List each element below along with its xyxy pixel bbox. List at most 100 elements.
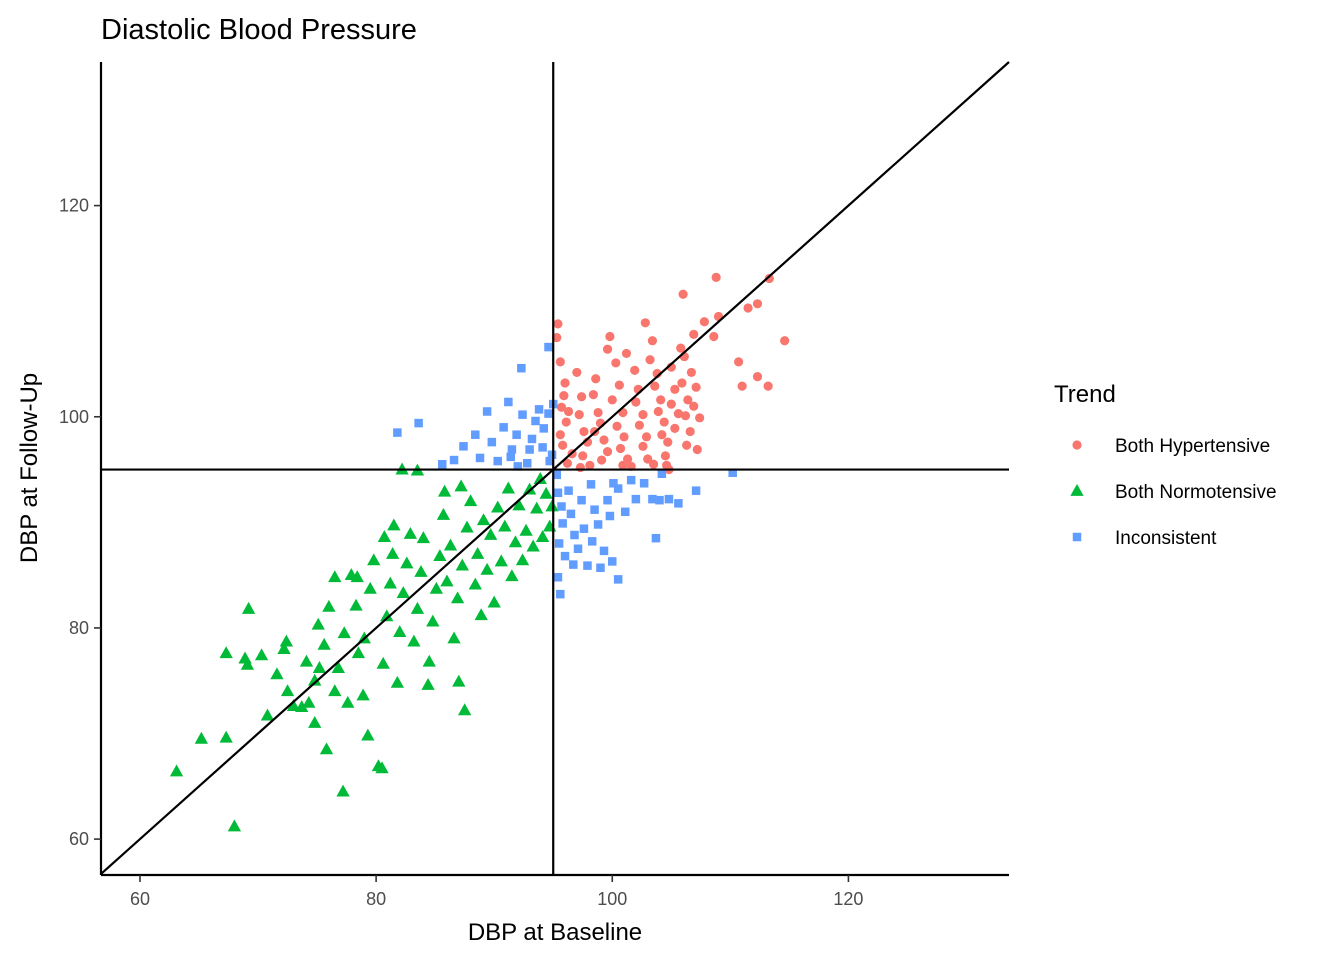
legend-label: Inconsistent [1115,528,1217,549]
data-point [506,452,515,462]
data-point [656,395,666,405]
data-point [286,699,301,711]
data-point [349,598,363,611]
data-point [608,557,617,566]
data-point [336,784,350,797]
data-point [728,468,737,477]
data-point [648,459,659,469]
legend-entry: Both Hypertensive [1072,436,1270,457]
data-point [483,528,498,540]
data-point [499,423,508,432]
data-point [487,595,501,608]
data-point [590,505,599,514]
data-point [475,453,485,463]
data-point [614,380,624,390]
data-point [436,507,451,520]
data-point [361,728,375,741]
data-point [385,547,400,559]
data-point [241,601,256,614]
square-key-icon [1072,532,1082,542]
data-point [476,513,491,526]
data-point [531,416,540,426]
data-point [603,495,612,505]
data-point [641,432,652,442]
x-tick-label: 100 [597,889,627,909]
data-point [638,410,648,420]
data-point [396,586,410,598]
data-point [711,272,721,282]
data-point [691,486,701,495]
triangle-key-icon [1070,484,1084,496]
data-point [350,570,364,583]
data-point [618,460,628,470]
data-point [504,397,513,407]
data-point [227,819,242,832]
data-point [377,530,392,543]
data-point [553,488,563,498]
data-point [682,440,692,450]
data-point [356,688,370,701]
data-point [639,479,649,488]
data-point [558,440,568,450]
data-point [322,599,336,612]
data-point [421,677,435,690]
data-point [666,399,676,409]
data-point [609,479,618,488]
data-point [599,546,609,556]
data-point [527,434,537,444]
data-point [311,617,325,630]
data-point [312,661,327,673]
data-point [621,348,632,359]
data-point [743,303,753,313]
data-point [563,406,574,417]
data-point [515,553,530,566]
data-point [454,479,468,492]
data-point [440,574,454,587]
data-point [670,423,680,433]
data-point [596,563,605,572]
data-point [480,562,494,575]
data-point [692,444,702,455]
data-point [575,462,585,473]
data-point [544,409,553,418]
data-point [270,667,284,680]
data-point [689,401,699,411]
data-point [277,642,291,654]
data-point [522,482,537,495]
data-point [593,520,603,529]
data-point [615,443,626,454]
data-point [429,581,443,594]
data-point [586,480,596,489]
data-point [653,406,663,417]
data-point [416,531,430,544]
data-point [752,299,763,309]
data-point [689,329,699,340]
data-point [676,343,686,353]
data-point [576,392,587,402]
data-point [572,367,582,378]
data-point [403,526,418,539]
y-tick-label: 120 [59,196,89,216]
data-point [599,435,609,445]
x-axis-title: DBP at Baseline [468,919,642,946]
data-point [545,499,559,512]
data-point [194,731,209,744]
data-point [673,408,683,419]
data-point [686,367,696,378]
data-point [583,561,592,570]
y-tick-label: 100 [59,407,89,427]
data-point [471,430,480,439]
data-point [544,342,553,352]
data-point [663,437,673,447]
data-point [414,418,423,428]
data-point [543,519,557,532]
data-point [680,411,691,421]
data-point [558,519,567,528]
chart-title: Diastolic Blood Pressure [101,14,417,46]
data-point [657,469,667,479]
data-point [487,437,497,447]
data-point [308,673,322,686]
data-point [560,551,570,561]
data-point [677,378,687,388]
data-point [607,395,617,405]
